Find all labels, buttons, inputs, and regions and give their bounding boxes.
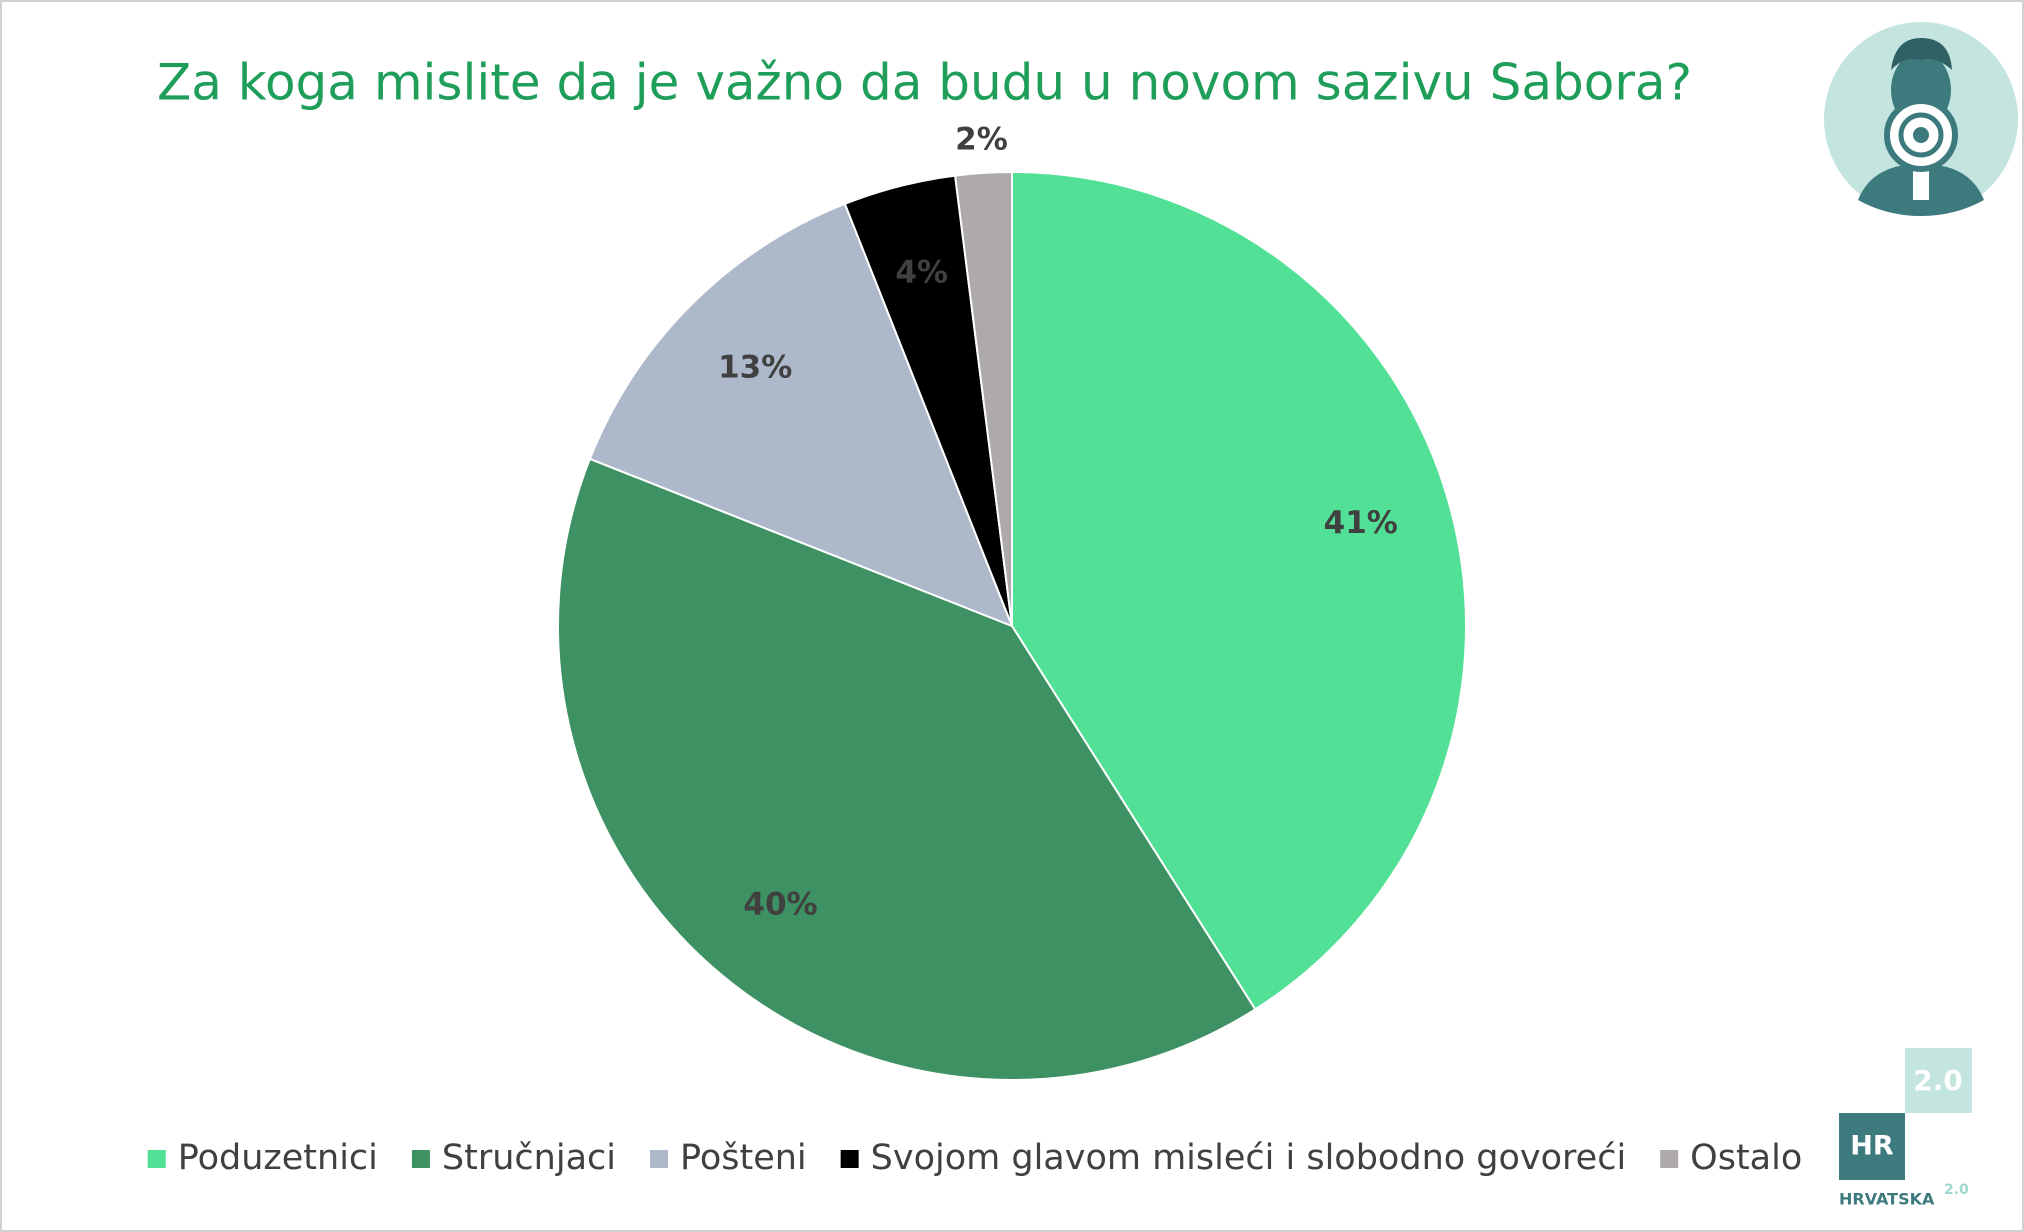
legend-label: Poduzetnici	[178, 1138, 378, 1178]
avatar-icon	[1824, 22, 2018, 216]
pie-slice	[588, 202, 1014, 628]
pie-slice	[1011, 170, 1467, 1011]
data-label: 2%	[955, 122, 1008, 158]
legend-label: Stručnjaci	[442, 1138, 616, 1178]
legend-swatch	[147, 1150, 166, 1168]
legend-swatch	[411, 1150, 430, 1168]
legend-label: Ostalo	[1690, 1138, 1802, 1178]
logo-hr: HR	[1850, 1131, 1894, 1162]
logo-version: 2.0	[1913, 1064, 1963, 1097]
pie-slice	[953, 170, 1013, 627]
legend-label: Svojom glavom misleći i slobodno govoreć…	[871, 1138, 1627, 1178]
legend-swatch	[649, 1150, 668, 1168]
legend-swatch	[840, 1150, 859, 1168]
legend-label: Pošteni	[680, 1138, 807, 1178]
logo-name: HRVATSKA	[1839, 1190, 1935, 1209]
legend-swatch	[1660, 1150, 1679, 1168]
brand-logo: 2.0 HR HRVATSKA 2.0	[1839, 1048, 1972, 1209]
data-label: 41%	[1324, 505, 1398, 541]
pie-slice	[557, 457, 1257, 1081]
chart-title: Za koga mislite da je važno da budu u no…	[157, 54, 1692, 112]
logo-version-box	[1905, 1048, 1972, 1113]
logo-hr-box	[1839, 1113, 1905, 1180]
data-label: 40%	[743, 886, 817, 922]
data-label: 4%	[895, 255, 948, 291]
logo-version-small: 2.0	[1944, 1182, 1969, 1198]
data-label: 13%	[718, 350, 792, 386]
